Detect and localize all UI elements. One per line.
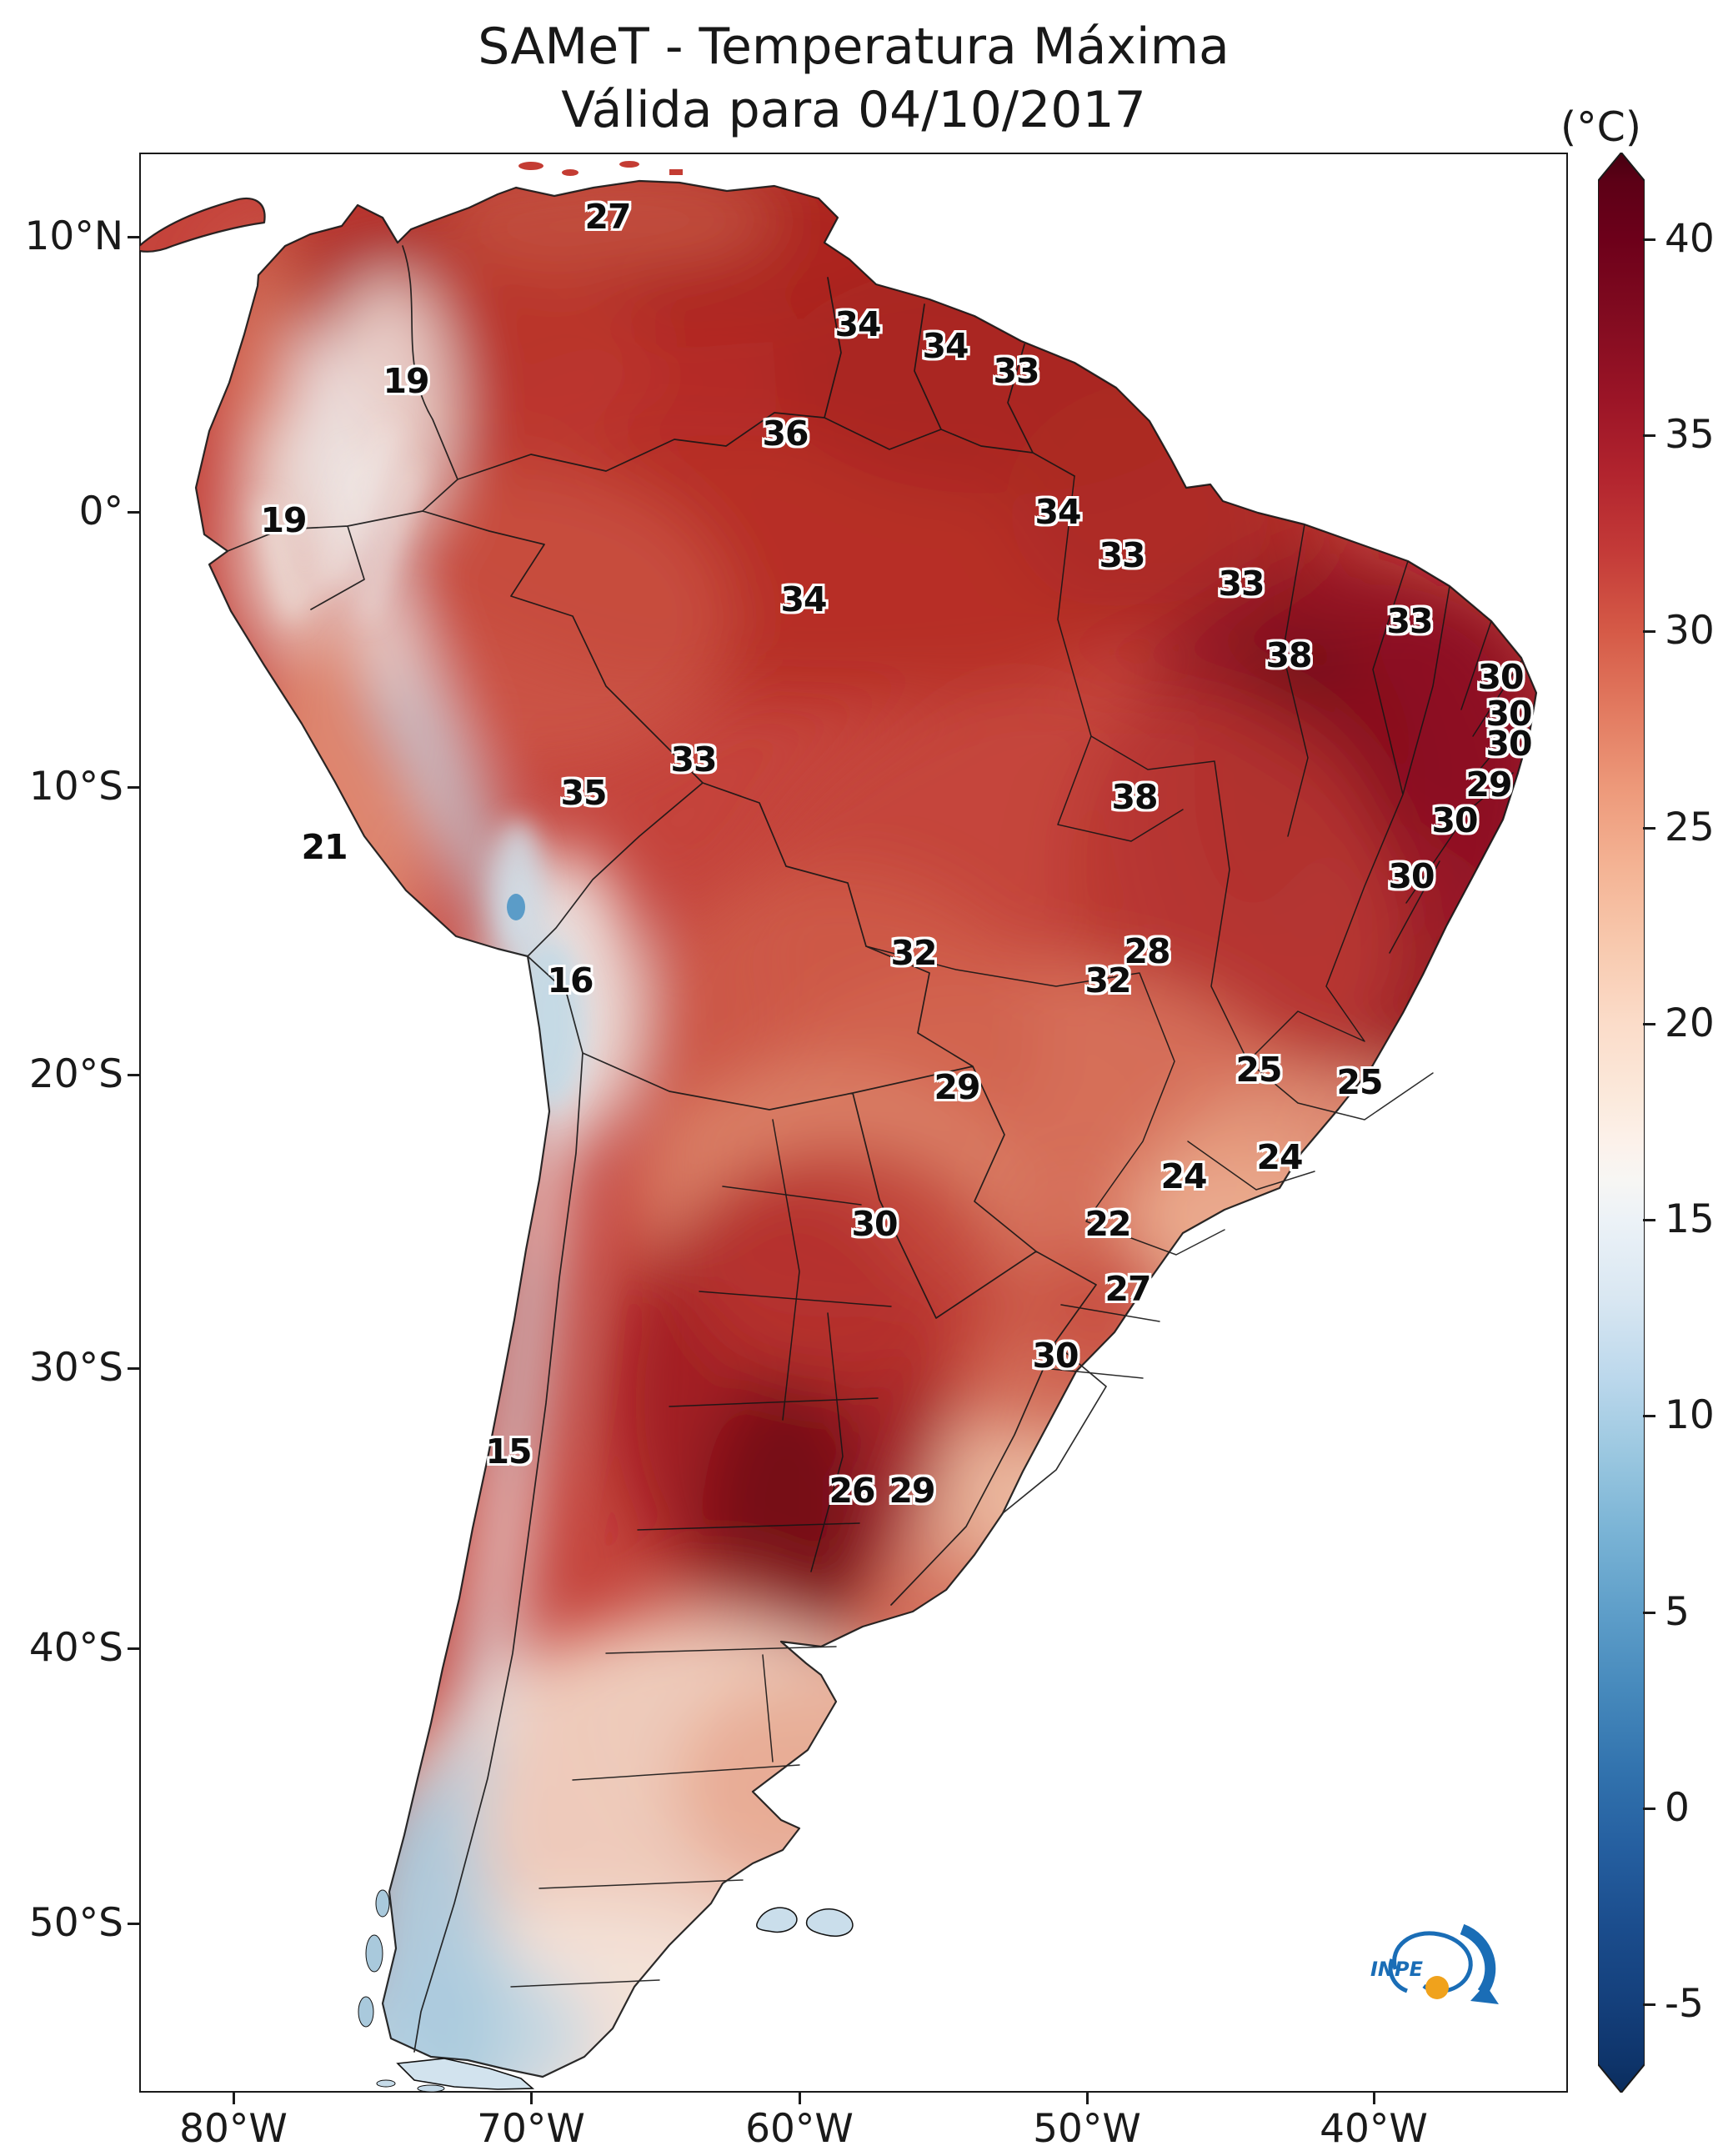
country-borders [227, 245, 1107, 2053]
continent-outline [194, 179, 1538, 2078]
title-block: SAMeT - Temperatura Máxima Válida para 0… [139, 15, 1568, 142]
lat-tickmark [128, 511, 139, 514]
lon-tick-label: 40°W [1320, 2106, 1428, 2152]
colorbar-tickmark [1643, 826, 1655, 830]
logo-orbit-icon [1392, 1931, 1473, 1993]
colorbar-tick-label: 25 [1665, 804, 1715, 850]
lon-tick-label: 50°W [1033, 2106, 1141, 2152]
lat-tickmark [128, 1367, 139, 1370]
colorbar-tick-label: 10 [1665, 1392, 1715, 1439]
colorbar-tickmark [1643, 434, 1655, 438]
lat-tick-label: 0° [78, 489, 123, 534]
colorbar-tickmark [1643, 1219, 1655, 1222]
lat-tickmark [128, 1074, 139, 1076]
panama-outline [139, 197, 266, 253]
logo-arrow-icon [1460, 1923, 1496, 1996]
lon-tickmark [799, 2093, 801, 2104]
lat-tick-label: 50°S [28, 1900, 123, 1946]
inpe-logo-text: INPE [1370, 1958, 1424, 1981]
colorbar-tick-label: 0 [1665, 1784, 1690, 1831]
colorbar-tick-label: 40 [1665, 216, 1715, 262]
colorbar-tickmark [1643, 630, 1655, 634]
borders [139, 179, 1538, 2078]
colorbar-tickmark [1643, 1611, 1655, 1614]
colorbar-tick-label: 20 [1665, 1000, 1715, 1046]
colorbar-tick-label: 15 [1665, 1196, 1715, 1243]
islands [358, 161, 854, 2093]
argentina-province-borders [510, 1119, 892, 1988]
lon-tickmark [1373, 2093, 1375, 2104]
lat-tickmark [128, 1923, 139, 1925]
colorbar-tickmark [1643, 1022, 1655, 1025]
colorbar-tick-label: 35 [1665, 412, 1715, 459]
page-subtitle: Válida para 04/10/2017 [561, 81, 1146, 139]
colorbar-tickmark [1643, 238, 1655, 241]
page-title: SAMeT - Temperatura Máxima [478, 18, 1230, 76]
inpe-logo: INPE [1370, 1923, 1499, 2004]
temperature-field [139, 181, 1536, 2077]
lon-tick-label: 80°W [179, 2106, 288, 2152]
lat-tickmark [128, 236, 139, 238]
colorbar-gradient [1598, 153, 1645, 2093]
brazil-state-borders [865, 475, 1525, 1379]
south-america-map [139, 161, 1538, 2093]
colorbar-tickmark [1643, 1807, 1655, 1810]
lon-tickmark [233, 2093, 235, 2104]
colorbar-unit-label: (°C) [1560, 103, 1641, 151]
lat-tick-label: 30°S [28, 1345, 123, 1391]
lat-tick-label: 40°S [28, 1625, 123, 1671]
lat-tickmark [128, 1647, 139, 1650]
lat-tickmark [128, 786, 139, 789]
lon-tick-label: 60°W [745, 2106, 854, 2152]
lat-tick-label: 10°N [24, 213, 123, 259]
lat-tick-label: 20°S [28, 1051, 123, 1097]
colorbar-tick-label: 30 [1665, 608, 1715, 654]
colorbar-tickmark [1643, 1415, 1655, 1418]
colorbar-tick-label: 5 [1665, 1588, 1690, 1635]
lake-titicaca [507, 894, 525, 920]
colorbar-tickmark [1643, 2003, 1655, 2006]
lon-tickmark [530, 2093, 533, 2104]
colorbar [1598, 153, 1645, 2093]
lon-tickmark [1086, 2093, 1089, 2104]
lat-tick-label: 10°S [28, 764, 123, 810]
colorbar-tick-label: -5 [1665, 1980, 1704, 2027]
lon-tick-label: 70°W [477, 2106, 585, 2152]
logo-satellite-dot [1425, 1976, 1449, 1999]
